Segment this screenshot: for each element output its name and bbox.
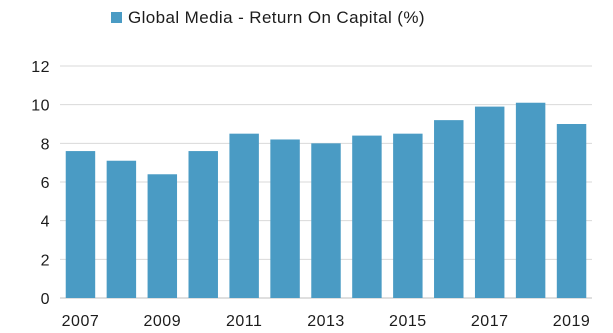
y-tick-label: 0	[41, 291, 50, 308]
x-tick-label: 2017	[471, 313, 509, 330]
bar-2014	[352, 135, 382, 298]
bar-2018	[515, 102, 546, 298]
y-axis: 0 2 4 6 8 10 12	[31, 59, 50, 308]
bar-2017	[474, 106, 505, 298]
legend-label: Global Media - Return On Capital (%)	[128, 8, 425, 27]
bar-2010	[188, 151, 218, 298]
x-tick-label: 2019	[553, 313, 591, 330]
y-tick-label: 2	[41, 252, 50, 269]
bar-2007	[65, 151, 96, 298]
bar-2009	[147, 174, 178, 298]
y-tick-label: 6	[41, 175, 50, 192]
y-tick-label: 4	[41, 214, 50, 231]
x-tick-label: 2013	[307, 313, 345, 330]
y-tick-label: 8	[41, 136, 50, 153]
x-tick-label: 2015	[389, 313, 427, 330]
x-tick-label: 2007	[62, 313, 100, 330]
legend-swatch	[111, 12, 122, 23]
bar-2013	[311, 143, 341, 298]
bar-2012	[270, 139, 300, 298]
bars	[65, 102, 587, 298]
y-tick-label: 12	[31, 59, 50, 76]
bar-2011	[229, 133, 259, 298]
x-tick-label: 2011	[226, 313, 262, 330]
bar-2008	[106, 160, 137, 298]
x-axis: 2007 2009 2011 2013 2015 2017 2019	[62, 313, 591, 330]
x-tick-label: 2009	[144, 313, 182, 330]
y-tick-label: 10	[31, 98, 50, 115]
bar-2019	[556, 124, 587, 298]
bar-2016	[434, 120, 464, 298]
legend: Global Media - Return On Capital (%)	[111, 8, 425, 27]
bar-2015	[393, 133, 423, 298]
